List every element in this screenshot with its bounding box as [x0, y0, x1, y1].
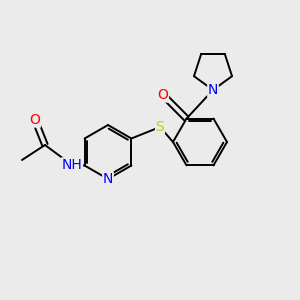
Text: N: N — [208, 83, 218, 97]
Text: O: O — [158, 88, 168, 102]
Text: N: N — [103, 172, 113, 186]
Text: NH: NH — [61, 158, 82, 172]
Text: O: O — [30, 113, 40, 127]
Text: S: S — [156, 120, 164, 134]
